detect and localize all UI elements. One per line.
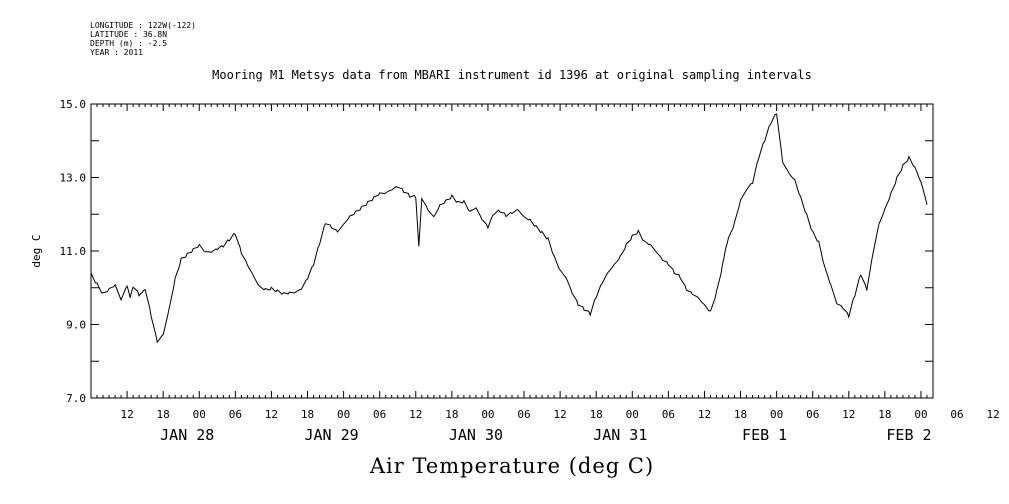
x-tick-label: 06 [806, 408, 819, 421]
x-tick-label: 00 [337, 408, 350, 421]
x-tick-label: 00 [193, 408, 206, 421]
x-tick-label: 18 [445, 408, 458, 421]
x-tick-label: 06 [662, 408, 675, 421]
x-tick-label: 12 [842, 408, 855, 421]
chart-title: Mooring M1 Metsys data from MBARI instru… [212, 68, 812, 82]
x-tick-label: 18 [590, 408, 603, 421]
plot-frame [90, 103, 934, 399]
x-tick-label: 06 [373, 408, 386, 421]
x-tick-label: 18 [301, 408, 314, 421]
y-tick-label: 13.0 [60, 172, 87, 185]
meta-year: YEAR : 2011 [90, 48, 143, 57]
y-axis-label: deg C [30, 234, 43, 267]
meta-latitude: LATITUDE : 36.8N [90, 30, 168, 39]
x-tick-label: 00 [481, 408, 494, 421]
series-line [90, 113, 928, 344]
y-tick-label: 15.0 [60, 98, 87, 111]
x-day-label: JAN 29 [305, 426, 359, 444]
x-tick-label: 12 [987, 408, 1000, 421]
y-tick-label: 9.0 [66, 319, 86, 332]
x-tick-label: 00 [914, 408, 927, 421]
x-tick-label: 18 [157, 408, 170, 421]
x-tick-label: 18 [878, 408, 891, 421]
y-tick-label: 7.0 [66, 392, 86, 405]
x-day-label: FEB 1 [742, 426, 787, 444]
metadata-block: LONGITUDE : 122W(-122) LATITUDE : 36.8N … [90, 21, 196, 57]
x-tick-label: 12 [120, 408, 133, 421]
x-tick-label: 12 [409, 408, 422, 421]
x-day-label: JAN 31 [593, 426, 647, 444]
meta-longitude: LONGITUDE : 122W(-122) [90, 21, 196, 30]
x-tick-label: 18 [734, 408, 747, 421]
x-day-label: FEB 2 [886, 426, 931, 444]
x-tick-label: 00 [770, 408, 783, 421]
x-day-label: JAN 30 [449, 426, 503, 444]
x-tick-label: 12 [698, 408, 711, 421]
x-tick-label: 12 [553, 408, 566, 421]
x-tick-label: 12 [265, 408, 278, 421]
x-tick-label: 06 [950, 408, 963, 421]
y-tick-label: 11.0 [60, 245, 87, 258]
x-tick-label: 06 [229, 408, 242, 421]
meta-depth: DEPTH (m) : -2.5 [90, 39, 168, 48]
axes: 7.0 9.0 11.0 13.0 15.0 12 18 00 06 12 18 00 06 12 18 00… [60, 98, 1000, 444]
series-layer [90, 113, 928, 344]
x-axis-title: Air Temperature (deg C) [369, 454, 655, 478]
x-tick-label: 06 [517, 408, 530, 421]
x-day-label: JAN 28 [160, 426, 214, 444]
x-tick-label: 00 [626, 408, 639, 421]
